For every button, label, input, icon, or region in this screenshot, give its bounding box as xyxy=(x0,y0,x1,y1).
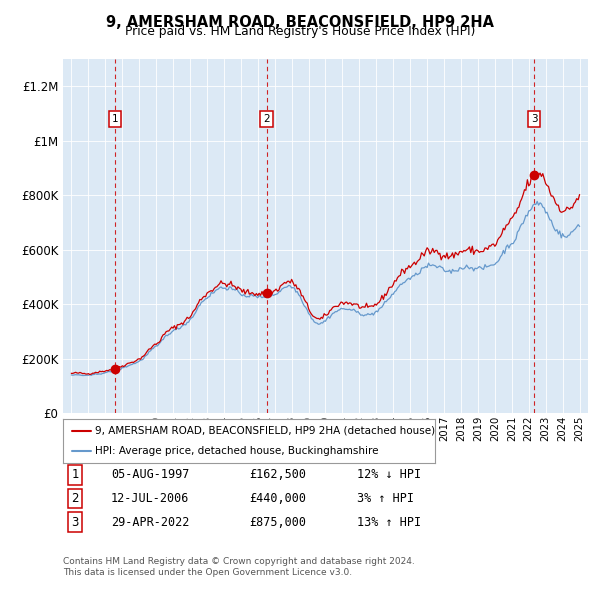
Text: This data is licensed under the Open Government Licence v3.0.: This data is licensed under the Open Gov… xyxy=(63,568,352,577)
Text: 12% ↓ HPI: 12% ↓ HPI xyxy=(357,468,421,481)
Text: 05-AUG-1997: 05-AUG-1997 xyxy=(111,468,190,481)
Text: Price paid vs. HM Land Registry's House Price Index (HPI): Price paid vs. HM Land Registry's House … xyxy=(125,25,475,38)
Text: 3% ↑ HPI: 3% ↑ HPI xyxy=(357,492,414,505)
Text: 1: 1 xyxy=(112,114,118,124)
Text: Contains HM Land Registry data © Crown copyright and database right 2024.: Contains HM Land Registry data © Crown c… xyxy=(63,557,415,566)
Text: 2: 2 xyxy=(71,492,79,505)
Text: 1: 1 xyxy=(71,468,79,481)
Text: 3: 3 xyxy=(71,516,79,529)
Text: 3: 3 xyxy=(531,114,538,124)
Text: 9, AMERSHAM ROAD, BEACONSFIELD, HP9 2HA: 9, AMERSHAM ROAD, BEACONSFIELD, HP9 2HA xyxy=(106,15,494,30)
Text: HPI: Average price, detached house, Buckinghamshire: HPI: Average price, detached house, Buck… xyxy=(95,446,378,456)
Text: £440,000: £440,000 xyxy=(249,492,306,505)
Text: 9, AMERSHAM ROAD, BEACONSFIELD, HP9 2HA (detached house): 9, AMERSHAM ROAD, BEACONSFIELD, HP9 2HA … xyxy=(95,426,435,436)
Text: 2: 2 xyxy=(263,114,270,124)
Text: 29-APR-2022: 29-APR-2022 xyxy=(111,516,190,529)
Text: 13% ↑ HPI: 13% ↑ HPI xyxy=(357,516,421,529)
Text: 12-JUL-2006: 12-JUL-2006 xyxy=(111,492,190,505)
Text: £875,000: £875,000 xyxy=(249,516,306,529)
Text: £162,500: £162,500 xyxy=(249,468,306,481)
